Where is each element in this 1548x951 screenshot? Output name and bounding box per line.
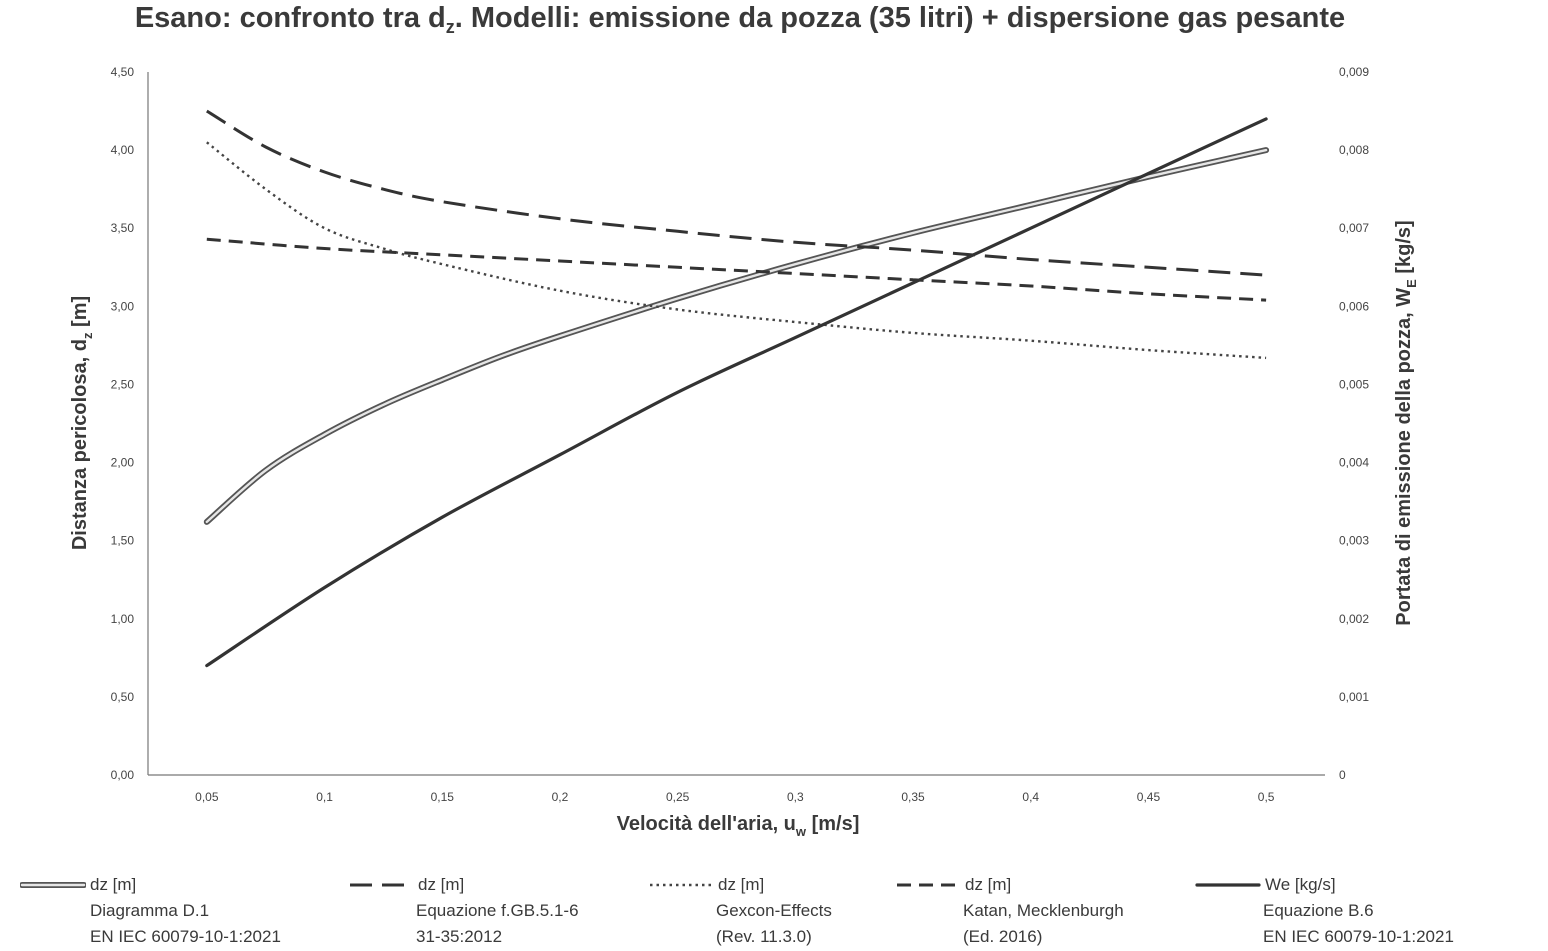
y-right-tick-label: 0 xyxy=(1339,768,1346,782)
y-left-tick-label: 1,00 xyxy=(111,612,135,626)
y-left-tick-label: 4,00 xyxy=(111,143,135,157)
legend-item-5: We [kg/s] Equazione B.6 EN IEC 60079-10-1:… xyxy=(1195,872,1454,950)
y-right-tick-label: 0,005 xyxy=(1339,377,1369,391)
series-1-double xyxy=(203,147,1270,525)
x-tick-label: 0,45 xyxy=(1137,790,1161,804)
legend-series-name: dz [m] xyxy=(418,875,465,894)
title-subscript: z xyxy=(445,17,455,37)
y-left-axis-title: Distanza pericolosa, dz [m] xyxy=(69,296,95,550)
legend-swatch xyxy=(350,883,412,887)
y-right-tick-label: 0,001 xyxy=(1339,690,1369,704)
y-right-tick-label: 0,004 xyxy=(1339,456,1369,470)
series-line xyxy=(203,147,1270,525)
x-tick-label: 0,3 xyxy=(787,790,804,804)
series-2-long-dash xyxy=(206,109,1267,277)
y-left-tick-label: 2,00 xyxy=(111,456,135,470)
x-tick-label: 0,1 xyxy=(316,790,333,804)
y-left-tick-label: 2,50 xyxy=(111,377,135,391)
y-right-tick-label: 0,002 xyxy=(1339,612,1369,626)
y-left-tick-label: 3,00 xyxy=(111,299,135,313)
y-right-tick-label: 0,007 xyxy=(1339,221,1369,235)
legend-item-4: dz [m] Katan, Mecklenburgh (Ed. 2016) xyxy=(895,872,1124,950)
legend-source-line: (Rev. 11.3.0) xyxy=(716,927,812,946)
tick-labels: 0,05 0,1 0,15 0,2 0,25 0,3 0,35 0,4 0,45 0,5 0,00 0… xyxy=(111,65,1370,804)
series-line xyxy=(205,117,1268,668)
legend-swatch xyxy=(650,883,712,887)
x-tick-label: 0,25 xyxy=(666,790,690,804)
y-right-tick-label: 0,003 xyxy=(1339,534,1369,548)
legend-swatch xyxy=(20,882,86,888)
legend-source-line: 31-35:2012 xyxy=(416,927,503,946)
y-left-tick-label: 0,50 xyxy=(111,690,135,704)
legend-source-line: EN IEC 60079-10-1:2021 xyxy=(90,927,281,946)
x-tick-label: 0,5 xyxy=(1258,790,1275,804)
series-line xyxy=(206,237,1267,302)
legend-source-line: Katan, Mecklenburgh xyxy=(963,901,1124,920)
legend-source-line: Equazione B.6 xyxy=(1263,901,1374,920)
x-tick-label: 0,05 xyxy=(195,790,219,804)
series-line xyxy=(205,148,1268,524)
axes xyxy=(147,72,1325,776)
legend-series-name: We [kg/s] xyxy=(1265,875,1336,894)
legend-source-line: Gexcon-Effects xyxy=(716,901,832,920)
title-rest: . Modelli: emissione da pozza (35 litri)… xyxy=(454,2,1346,34)
legend-item-2: dz [m] Equazione f.GB.5.1-6 31-35:2012 xyxy=(348,872,579,950)
y-left-tick-label: 0,00 xyxy=(111,768,135,782)
chart-plot-area: 0,05 0,1 0,15 0,2 0,25 0,3 0,35 0,4 0,45 0,5 0,00 0… xyxy=(69,65,1419,839)
y-left-tick-label: 1,50 xyxy=(111,534,135,548)
legend-series-name: dz [m] xyxy=(90,875,137,894)
legend-source-line: EN IEC 60079-10-1:2021 xyxy=(1263,927,1454,946)
legend-swatch xyxy=(1195,883,1261,887)
y-right-tick-label: 0,006 xyxy=(1339,299,1369,313)
legend-source-line: Equazione f.GB.5.1-6 xyxy=(416,901,579,920)
y-right-tick-label: 0,008 xyxy=(1339,143,1369,157)
legend-item-3: dz [m] Gexcon-Effects (Rev. 11.3.0) xyxy=(648,872,832,950)
series-4-dash xyxy=(206,237,1267,302)
series-lines xyxy=(203,109,1270,668)
legend-series-name: dz [m] xyxy=(965,875,1012,894)
series-line xyxy=(206,109,1267,277)
y-left-tick-label: 3,50 xyxy=(111,221,135,235)
series-5-solid xyxy=(205,117,1268,668)
x-axis-title: Velocità dell'aria, uw [m/s] xyxy=(617,813,860,839)
x-tick-label: 0,2 xyxy=(552,790,569,804)
y-right-axis-title: Portata di emissione della pozza, WE [kg… xyxy=(1393,220,1419,625)
x-tick-label: 0,35 xyxy=(901,790,925,804)
x-tick-label: 0,15 xyxy=(431,790,455,804)
legend-item-1: dz [m] Diagramma D.1 EN IEC 60079-10-1:202… xyxy=(20,872,281,950)
x-tick-label: 0,4 xyxy=(1022,790,1039,804)
y-right-tick-label: 0,009 xyxy=(1339,65,1369,79)
chart-title: Esano: confronto tra dz. Modelli: emissi… xyxy=(0,2,1480,38)
legend-series-name: dz [m] xyxy=(718,875,765,894)
title-main: Esano: confronto tra d xyxy=(134,2,446,34)
legend-swatch xyxy=(897,883,959,887)
y-left-tick-label: 4,50 xyxy=(111,65,135,79)
legend-source-line: (Ed. 2016) xyxy=(963,927,1043,946)
legend-source-line: Diagramma D.1 xyxy=(90,901,210,920)
